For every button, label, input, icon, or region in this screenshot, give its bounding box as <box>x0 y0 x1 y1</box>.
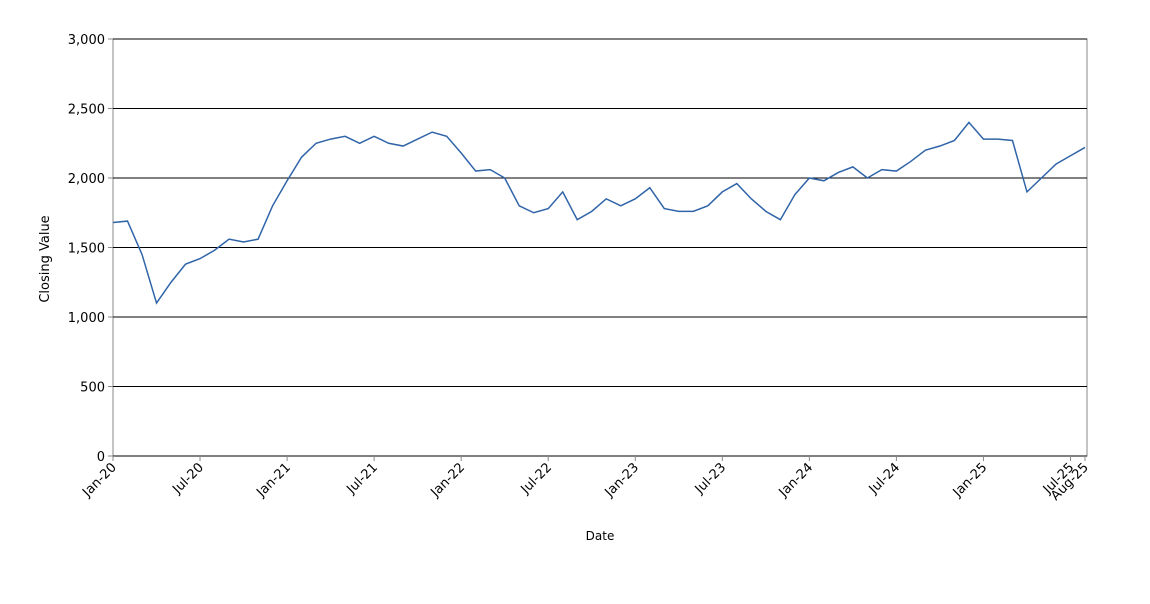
x-tick-label: Jan-23 <box>602 460 643 501</box>
x-tick-label: Jul-20 <box>169 460 206 497</box>
x-tick-label: Jan-25 <box>950 460 991 501</box>
x-tick-label: Jan-20 <box>79 460 120 501</box>
data-line <box>112 121 1086 305</box>
y-tick-label: 2,500 <box>68 103 105 118</box>
x-tick-label: Jan-24 <box>776 460 817 501</box>
x-tick-label: Jul-21 <box>344 460 381 497</box>
y-tick-label: 3,000 <box>68 33 105 48</box>
y-tick-label: 0 <box>97 450 105 465</box>
x-tick-label: Jan-22 <box>428 460 469 501</box>
x-axis-title: Date <box>586 529 615 543</box>
y-tick-label: 2,000 <box>68 172 105 187</box>
x-tick-label: Jan-21 <box>253 460 294 501</box>
y-axis-title: Closing Value <box>38 215 53 302</box>
y-tick-label: 1,000 <box>68 311 105 326</box>
x-tick-label: Jul-22 <box>518 460 555 497</box>
x-tick-label: Jul-23 <box>692 460 729 497</box>
y-tick-label: 1,500 <box>68 242 105 257</box>
x-tick-label: Jul-24 <box>866 460 903 497</box>
y-tick-label: 500 <box>80 381 105 396</box>
